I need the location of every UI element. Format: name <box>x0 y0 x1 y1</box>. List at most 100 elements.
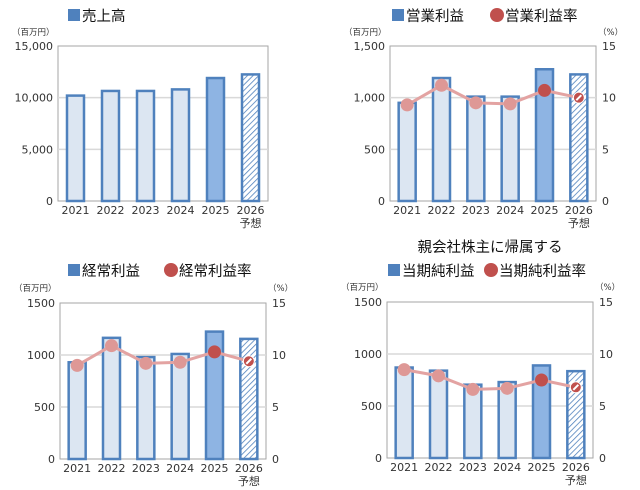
x-tick-label: 2021 <box>63 462 91 475</box>
bar-2026 <box>239 337 259 461</box>
plot-area <box>386 301 594 459</box>
y-tick-label: 15,000 <box>15 40 54 53</box>
rate-point-2023 <box>139 356 153 370</box>
rate-point-2022 <box>432 369 445 383</box>
rate-point-2022 <box>435 78 448 92</box>
legend-label: 当期純利益 <box>402 263 475 280</box>
bar-2021 <box>394 366 414 460</box>
rate-point-2022 <box>105 339 118 353</box>
y2-tick-label: 10 <box>602 92 616 105</box>
bar-2026 <box>240 73 261 203</box>
x-tick-label: 2023 <box>132 462 160 475</box>
x-tick-label: 2025 <box>528 461 556 474</box>
x-tick-label: 2021 <box>393 204 421 217</box>
legend-dot-swatch <box>484 263 498 277</box>
y-tick-label: 500 <box>361 400 382 413</box>
chart-title: 親会社株主に帰属する <box>418 238 563 256</box>
bar-2024 <box>170 352 190 461</box>
plot-area <box>389 45 597 202</box>
rate-point-2023 <box>466 382 480 396</box>
forecast-mark <box>245 358 253 365</box>
bar-2022 <box>431 76 452 203</box>
right-axis-unit: （%） <box>595 282 620 293</box>
x-tick-sublabel: 予想 <box>565 473 587 487</box>
y2-tick-label: 0 <box>599 452 606 465</box>
y2-tick-label: 0 <box>602 195 609 208</box>
x-tick-label: 2025 <box>531 204 559 217</box>
rate-point-2023 <box>469 96 483 110</box>
y-tick-label: 5,000 <box>22 143 54 156</box>
y-tick-label: 1500 <box>354 296 382 309</box>
x-tick-label: 2023 <box>459 461 487 474</box>
legend-label: 経常利益率 <box>179 263 252 280</box>
y-tick-label: 0 <box>375 452 382 465</box>
x-tick-label: 2024 <box>167 204 195 217</box>
legend-bar-swatch <box>68 264 80 276</box>
y-tick-label: 0 <box>46 195 53 208</box>
rate-point-2021 <box>397 363 411 377</box>
y2-tick-label: 10 <box>599 348 613 361</box>
left-axis-unit: （百万円） <box>341 282 384 293</box>
x-tick-label: 2026 <box>235 462 263 475</box>
left-axis-unit: （百万円） <box>12 27 55 38</box>
chart-3: 経常利益 経常利益率 （百万円） （%） 0 500 1000 1500 0 5 10 15 2021 2… <box>14 263 293 488</box>
legend-bar-swatch <box>392 9 404 21</box>
plot-area <box>57 45 269 202</box>
legend-bar-swatch <box>68 9 80 21</box>
bar-2023 <box>135 89 156 203</box>
rate-point-2021 <box>70 358 84 372</box>
bar-2022 <box>428 369 449 460</box>
forecast-mark <box>575 94 583 101</box>
bar-2021 <box>65 94 86 203</box>
left-axis-unit: （百万円） <box>344 27 387 38</box>
y2-tick-label: 0 <box>272 453 279 466</box>
x-tick-label: 2023 <box>462 204 490 217</box>
bar-2025 <box>531 364 552 460</box>
y-tick-label: 0 <box>378 195 385 208</box>
forecast-mark <box>572 384 580 391</box>
x-tick-label: 2022 <box>97 204 125 217</box>
legend-dot-swatch <box>490 8 504 22</box>
legend-bar-swatch <box>388 264 400 276</box>
x-tick-label: 2021 <box>390 461 418 474</box>
rate-point-2025 <box>535 373 548 387</box>
y-tick-label: 10,000 <box>15 92 54 105</box>
bar-2025 <box>205 76 226 203</box>
legend-dot-swatch <box>164 263 178 277</box>
x-tick-sublabel: 予想 <box>240 216 262 230</box>
rate-point-2024 <box>500 381 514 395</box>
x-tick-label: 2024 <box>496 204 524 217</box>
x-tick-label: 2022 <box>98 462 126 475</box>
rate-point-2021 <box>400 98 414 112</box>
x-tick-label: 2024 <box>493 461 521 474</box>
bar-2025 <box>204 330 225 461</box>
y2-tick-label: 5 <box>272 401 279 414</box>
x-tick-label: 2026 <box>565 204 593 217</box>
right-axis-unit: （%） <box>268 283 293 294</box>
bar-2022 <box>100 89 121 203</box>
rate-point-2024 <box>503 97 517 111</box>
bar-2023 <box>466 95 486 203</box>
y-tick-label: 1,500 <box>354 40 386 53</box>
y2-tick-label: 15 <box>602 40 616 53</box>
legend-label: 売上高 <box>82 8 126 25</box>
rate-point-2025 <box>538 83 551 97</box>
bar-2025 <box>534 68 555 203</box>
x-tick-label: 2025 <box>202 204 230 217</box>
bar-2023 <box>136 355 156 461</box>
x-tick-label: 2025 <box>201 462 229 475</box>
bar-2022 <box>101 336 122 461</box>
x-tick-label: 2021 <box>62 204 90 217</box>
y2-tick-label: 5 <box>599 400 606 413</box>
legend-label: 営業利益率 <box>505 8 578 25</box>
right-axis-unit: （%） <box>598 27 623 38</box>
rate-point-2024 <box>173 355 187 369</box>
y2-tick-label: 5 <box>602 143 609 156</box>
x-tick-label: 2022 <box>428 204 456 217</box>
x-tick-label: 2024 <box>166 462 194 475</box>
chart-2: 営業利益 営業利益率 （百万円） （%） 0 500 1,000 1,500 0 5 10 15 202… <box>344 8 623 230</box>
x-tick-label: 2026 <box>562 461 590 474</box>
legend-label: 当期純利益率 <box>499 263 586 280</box>
